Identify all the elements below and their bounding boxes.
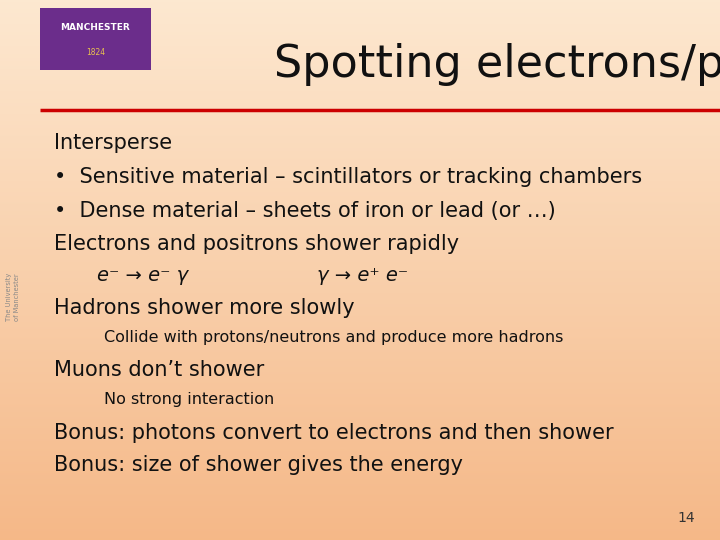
Text: Muons don’t shower: Muons don’t shower	[54, 360, 264, 380]
Text: 14: 14	[678, 511, 695, 525]
Text: 1824: 1824	[86, 48, 105, 57]
Text: Electrons and positrons shower rapidly: Electrons and positrons shower rapidly	[54, 234, 459, 254]
Text: No strong interaction: No strong interaction	[104, 392, 274, 407]
Text: Collide with protons/neutrons and produce more hadrons: Collide with protons/neutrons and produc…	[104, 330, 564, 345]
Bar	[40, 8, 151, 70]
Text: γ → e⁺ e⁻: γ → e⁺ e⁻	[317, 266, 408, 285]
Text: e⁻ → e⁻ γ: e⁻ → e⁻ γ	[97, 266, 189, 285]
Text: Hadrons shower more slowly: Hadrons shower more slowly	[54, 298, 355, 318]
Text: •  Sensitive material – scintillators or tracking chambers: • Sensitive material – scintillators or …	[54, 167, 642, 187]
Text: Intersperse: Intersperse	[54, 133, 172, 153]
Text: •  Dense material – sheets of iron or lead (or …): • Dense material – sheets of iron or lea…	[54, 201, 556, 221]
Text: The University
of Manchester: The University of Manchester	[6, 273, 19, 321]
Text: Bonus: size of shower gives the energy: Bonus: size of shower gives the energy	[54, 455, 463, 476]
Text: Bonus: photons convert to electrons and then shower: Bonus: photons convert to electrons and …	[54, 423, 613, 443]
Text: MANCHESTER: MANCHESTER	[60, 23, 130, 32]
Text: Spotting electrons/positrons: Spotting electrons/positrons	[274, 43, 720, 86]
